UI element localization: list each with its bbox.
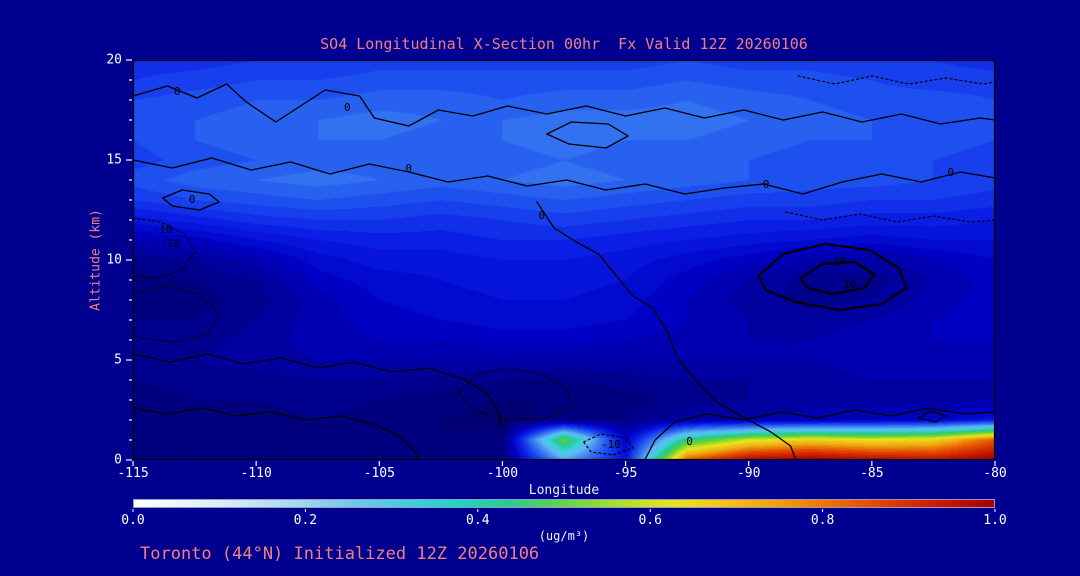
plot-title: SO4 Longitudinal X-Section 00hr Fx Valid… (320, 35, 808, 53)
footer-text: Toronto (44°N) Initialized 12Z 20260106 (140, 544, 540, 564)
colorbar-tick-label: 0.6 (638, 513, 662, 528)
y-tick-label: 15 (106, 152, 122, 168)
x-tick-label: -115 (117, 466, 149, 481)
colorbar-tick-label: 0.8 (810, 513, 835, 528)
x-tick-label: -95 (613, 466, 638, 481)
y-axis-label: Altitude (km) (88, 209, 104, 311)
x-tick-label: -90 (736, 466, 761, 481)
x-tick-label: -85 (860, 466, 884, 481)
colorbar-tick-label: 0.4 (466, 513, 490, 528)
heatmap-canvas (133, 60, 995, 460)
colorbar-tick-label: 0.2 (293, 513, 318, 528)
plot-area (133, 60, 995, 460)
x-tick-label: -100 (486, 466, 519, 481)
x-axis-label: Longitude (528, 483, 600, 498)
y-tick-label: 5 (114, 352, 122, 368)
x-tick-label: -110 (240, 466, 272, 481)
x-tick-label: -80 (983, 466, 1007, 481)
x-tick-label: -105 (363, 466, 395, 481)
colorbar-tick-label: 0.0 (121, 513, 145, 528)
y-tick-label: 10 (106, 252, 122, 268)
y-tick-label: 0 (114, 452, 122, 468)
y-tick-label: 20 (106, 52, 122, 68)
colorbar-tick-label: 1.0 (983, 513, 1007, 528)
colorbar-label: (ug/m³) (538, 529, 590, 543)
colorbar (133, 499, 995, 508)
